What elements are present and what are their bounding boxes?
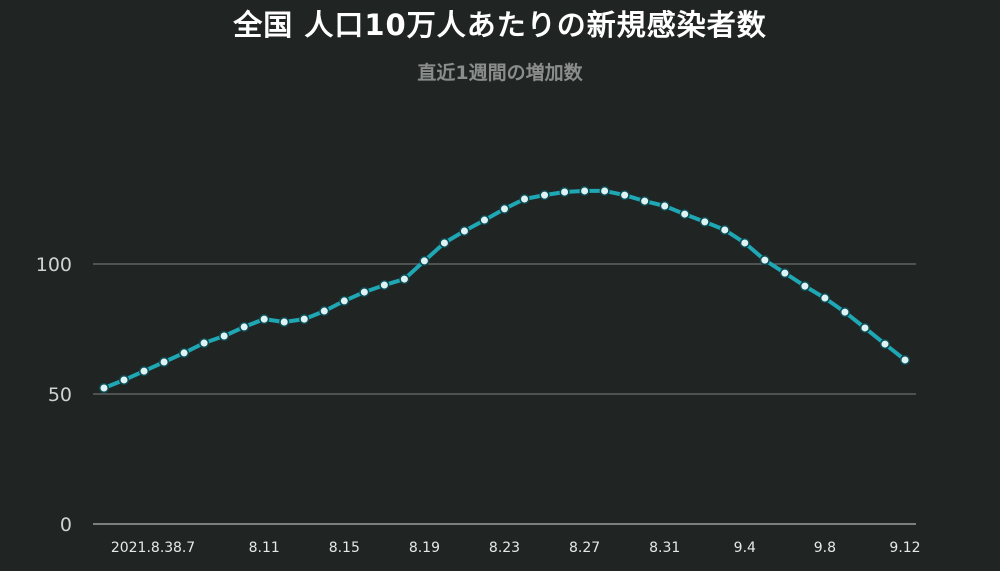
y-tick-label: 0 — [60, 514, 72, 536]
data-point — [399, 273, 410, 285]
data-point — [599, 185, 610, 197]
chart-subtitle: 直近1週間の増加数 — [417, 62, 583, 84]
x-tick-label: 8.31 — [649, 540, 680, 556]
data-point — [359, 286, 370, 298]
data-point — [699, 216, 710, 227]
data-point — [619, 190, 630, 201]
x-tick-label: 8.15 — [329, 540, 360, 556]
x-tick-label: 8.19 — [409, 540, 440, 556]
data-point — [659, 200, 670, 212]
data-point — [819, 292, 831, 304]
data-point — [519, 193, 530, 205]
data-point — [499, 203, 510, 214]
x-tick-label: 9.8 — [814, 540, 836, 556]
data-point — [739, 237, 750, 249]
data-point — [539, 190, 550, 201]
data-point — [899, 354, 911, 366]
data-point — [679, 208, 690, 220]
data-point — [339, 295, 350, 307]
x-tick-label: 9.12 — [889, 540, 920, 556]
data-point — [158, 356, 170, 368]
x-tick-label: 8.11 — [249, 540, 280, 556]
data-point — [98, 382, 110, 394]
data-point — [179, 347, 190, 359]
x-tick-label: 2021.8.3 — [111, 540, 173, 556]
x-tick-labels: 2021.8.3 8.7 8.11 8.15 8.19 8.23 8.27 8.31 9.4 9.… — [111, 540, 921, 556]
x-tick-label: 8.23 — [489, 540, 520, 556]
y-tick-label: 100 — [36, 254, 72, 276]
data-point — [118, 374, 130, 386]
data-point — [579, 185, 590, 197]
grid-lines — [93, 263, 916, 525]
data-point — [839, 307, 851, 318]
data-point — [379, 279, 390, 291]
data-points — [98, 185, 911, 394]
y-tick-labels: 0 50 100 — [36, 254, 72, 536]
data-point — [639, 195, 650, 207]
data-point — [279, 316, 290, 328]
data-point — [138, 366, 150, 377]
data-point — [419, 255, 430, 266]
data-point — [319, 305, 330, 317]
data-point — [259, 314, 270, 325]
data-point — [299, 314, 310, 325]
x-tick-label: 8.7 — [173, 540, 195, 556]
data-point — [799, 281, 810, 292]
data-point — [479, 214, 490, 226]
data-point — [239, 321, 250, 333]
data-point — [439, 237, 450, 249]
data-point — [859, 322, 871, 334]
data-point — [219, 330, 230, 342]
data-point — [199, 337, 210, 349]
data-point — [759, 255, 770, 266]
series-layer — [102, 188, 907, 390]
chart-title: 全国 人口10万人あたりの新規感染者数 — [233, 8, 767, 42]
data-point — [559, 186, 570, 198]
x-tick-label: 8.27 — [569, 540, 600, 556]
data-point — [879, 338, 891, 350]
data-point — [459, 225, 470, 237]
series-line — [102, 188, 907, 390]
y-tick-label: 50 — [48, 384, 72, 406]
data-point — [779, 268, 790, 279]
data-point — [719, 224, 730, 236]
x-tick-label: 9.4 — [734, 540, 756, 556]
